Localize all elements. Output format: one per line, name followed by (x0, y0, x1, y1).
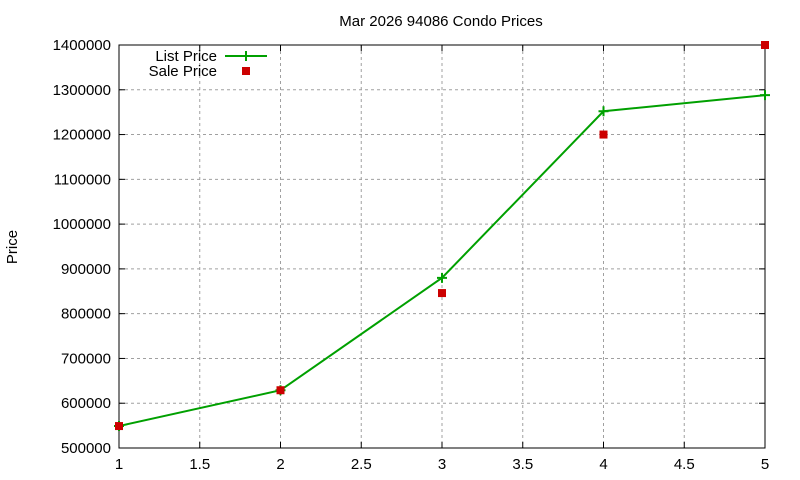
x-tick-label: 4.5 (674, 456, 695, 473)
cross-marker (760, 90, 770, 101)
square-marker (115, 422, 123, 431)
x-tick-label: 1 (115, 456, 123, 473)
legend-label: List Price (155, 48, 217, 65)
cross-marker (437, 272, 447, 283)
y-axis-label: Price (4, 230, 21, 264)
square-marker (438, 289, 446, 298)
x-tick-label: 5 (761, 456, 769, 473)
cross-marker (598, 106, 609, 117)
x-tick-label: 1.5 (189, 456, 210, 473)
x-tick-label: 2.5 (351, 456, 372, 473)
series-sale-price (115, 41, 769, 431)
legend-label: Sale Price (149, 63, 217, 80)
square-marker (276, 386, 285, 395)
legend-cross-marker (241, 51, 251, 61)
legend-square-marker (242, 67, 250, 75)
y-tick-label: 600000 (61, 395, 111, 412)
y-tick-label: 700000 (61, 350, 111, 367)
x-tick-labels: 1 1.5 2 2.5 3 3.5 4 4.5 5 (115, 456, 769, 473)
y-tick-label: 1400000 (53, 37, 111, 54)
y-tick-label: 1000000 (53, 216, 111, 233)
y-tick-label: 800000 (61, 306, 111, 323)
x-tick-label: 4 (599, 456, 607, 473)
y-tick-labels: 500000 600000 700000 800000 900000 1000000 110… (53, 37, 111, 457)
y-tick-label: 900000 (61, 261, 111, 278)
data-series (114, 41, 770, 432)
square-marker (761, 41, 769, 49)
x-tick-label: 2 (276, 456, 284, 473)
x-tick-label: 3.5 (512, 456, 533, 473)
y-tick-label: 1200000 (53, 127, 111, 144)
square-marker (599, 130, 608, 139)
y-tick-label: 1100000 (54, 171, 111, 188)
plot-border (118, 44, 766, 449)
y-tick-label: 500000 (61, 440, 111, 457)
x-tick-label: 3 (438, 456, 446, 473)
chart-title: Mar 2026 94086 Condo Prices (339, 13, 542, 30)
y-tick-label: 1300000 (53, 82, 111, 99)
axes (118, 44, 766, 449)
